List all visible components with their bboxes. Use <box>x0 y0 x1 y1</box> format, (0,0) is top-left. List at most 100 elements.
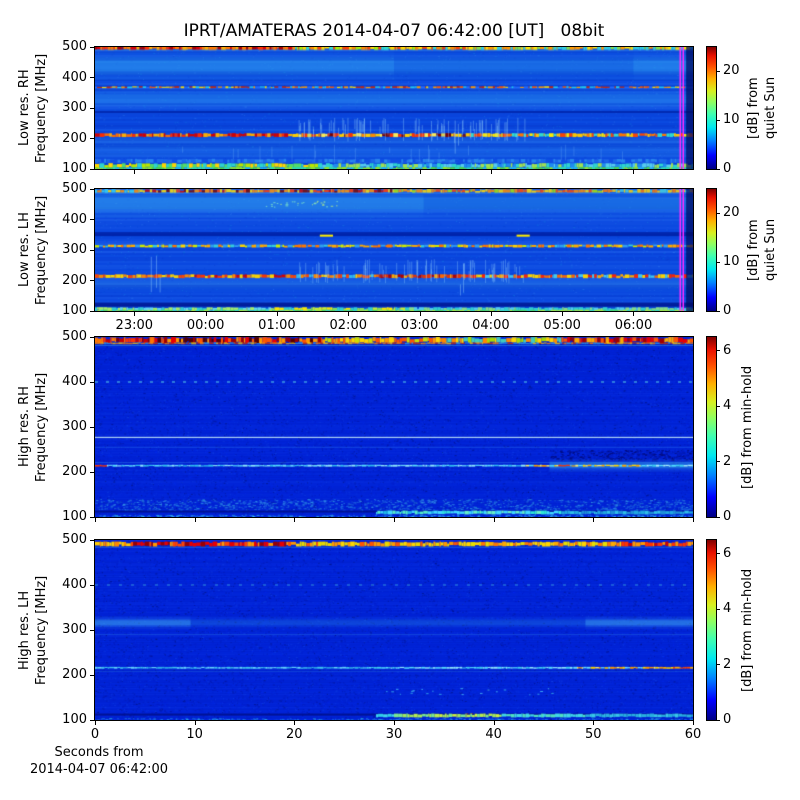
y-tick <box>90 280 94 281</box>
y-tick-label: 200 <box>62 464 87 479</box>
x-tick <box>348 170 350 174</box>
y-tick-label: 300 <box>62 622 87 637</box>
x-tick-label: 30 <box>385 727 403 742</box>
colorbar-tick-label: 0 <box>723 303 732 318</box>
x-tick <box>693 518 694 522</box>
y-tick-label: 400 <box>62 69 87 85</box>
x-tick-label: 06:00 <box>614 318 653 333</box>
colorbar-tick-label: 0 <box>723 712 732 727</box>
x-tick <box>633 170 635 174</box>
y-tick-label: 300 <box>62 242 87 257</box>
colorbar-tick-label: 4 <box>723 601 732 617</box>
x-tick <box>394 518 395 522</box>
y-tick <box>90 584 94 586</box>
y-tick-label: 400 <box>62 577 87 592</box>
y-tick <box>90 381 94 383</box>
panel-high-res-lh <box>94 539 694 721</box>
x-tick <box>294 518 296 522</box>
x-tick <box>95 721 96 725</box>
x-tick-label: 03:00 <box>400 318 439 333</box>
y-tick-label: 400 <box>62 211 87 227</box>
colorbar-tick-label: 0 <box>723 161 732 176</box>
y-tick <box>90 107 94 109</box>
x-tick-label: 20 <box>286 727 303 742</box>
y-tick-label: 300 <box>62 419 87 434</box>
colorbar-tick <box>717 261 720 263</box>
spectrogram-canvas-low-res-lh <box>95 189 693 311</box>
colorbar-tick-label: 2 <box>723 453 732 469</box>
y-tick-label: 100 <box>62 712 87 727</box>
colorbar-tick <box>717 516 720 518</box>
colorbar-tick-label: 6 <box>723 342 732 358</box>
x-tick <box>593 518 595 522</box>
colorbar-high-res-lh <box>706 539 717 721</box>
y-tick-label: 100 <box>62 161 87 176</box>
x-tick <box>419 312 421 316</box>
x-axis-label-line1: Seconds from <box>54 745 144 760</box>
y-tick-label: 200 <box>62 272 87 288</box>
x-tick-label: 40 <box>485 727 502 742</box>
figure-title: IPRT/AMATERAS 2014-04-07 06:42:00 [UT] 0… <box>183 21 605 41</box>
colorbar-tick <box>717 461 720 463</box>
colorbar-tick <box>717 310 720 312</box>
y-tick <box>90 46 94 48</box>
colorbar-tick <box>717 664 720 666</box>
x-tick <box>194 518 196 522</box>
y-tick-label: 500 <box>62 181 87 196</box>
y-tick-label: 500 <box>62 329 87 344</box>
y-tick <box>90 77 94 78</box>
y-tick-label: 200 <box>62 667 87 682</box>
colorbar-low-res-lh <box>706 188 717 312</box>
y-tick <box>90 471 94 473</box>
y-tick-label: 500 <box>62 39 87 54</box>
colorbar-label-line: [dB] from min-hold <box>740 568 755 692</box>
colorbar-high-res-rh <box>706 336 717 518</box>
spectrogram-canvas-high-res-lh <box>95 540 693 720</box>
colorbar-tick <box>717 719 720 721</box>
x-tick-label: 02:00 <box>329 318 367 333</box>
y-tick-label: 400 <box>62 374 87 389</box>
x-tick <box>205 312 207 316</box>
x-tick-label: 60 <box>684 727 702 742</box>
y-tick-label: 200 <box>62 130 87 146</box>
colorbar-tick <box>717 70 720 72</box>
x-tick <box>419 170 421 174</box>
x-tick <box>276 170 278 174</box>
colorbar-label-line: [dB] from <box>746 77 761 139</box>
colorbar-label-high-res-rh: [dB] from min-hold <box>739 337 759 517</box>
y-axis-label-line: High res. RH <box>17 386 32 468</box>
spectrogram-canvas-high-res-rh <box>95 337 693 517</box>
x-tick-label: 23:00 <box>115 318 154 333</box>
y-axis-label-line: Low res. RH <box>17 69 32 147</box>
y-tick-label: 300 <box>62 100 87 115</box>
x-tick <box>490 170 492 174</box>
x-tick <box>134 312 136 316</box>
colorbar-tick <box>717 350 720 352</box>
x-tick-label: 10 <box>186 727 203 742</box>
spectrogram-canvas-low-res-rh <box>95 47 693 169</box>
colorbar-tick-label: 4 <box>723 398 732 414</box>
y-tick <box>90 426 94 428</box>
colorbar-tick <box>717 553 720 555</box>
panel-high-res-rh <box>94 336 694 518</box>
x-tick <box>693 721 694 725</box>
colorbar-tick-label: 10 <box>723 112 740 128</box>
colorbar-label-line: quiet Sun <box>763 76 778 140</box>
x-tick <box>562 170 564 174</box>
x-tick <box>95 518 96 522</box>
x-tick <box>348 312 350 316</box>
colorbar-label-high-res-lh: [dB] from min-hold <box>739 540 759 720</box>
x-axis-label: Seconds from 2014-04-07 06:42:00 <box>14 744 184 778</box>
colorbar-tick-label: 20 <box>723 63 740 79</box>
x-tick <box>593 721 595 725</box>
y-tick <box>90 629 94 631</box>
colorbar-tick <box>717 168 720 170</box>
x-tick <box>490 312 492 316</box>
x-tick-label: 0 <box>90 727 100 742</box>
x-tick-label: 01:00 <box>258 318 296 333</box>
colorbar-label-low-res-rh: [dB] from quiet Sun <box>745 47 781 169</box>
y-tick <box>90 336 94 338</box>
x-tick <box>205 170 207 174</box>
y-axis-label-line: High res. LH <box>17 590 32 670</box>
